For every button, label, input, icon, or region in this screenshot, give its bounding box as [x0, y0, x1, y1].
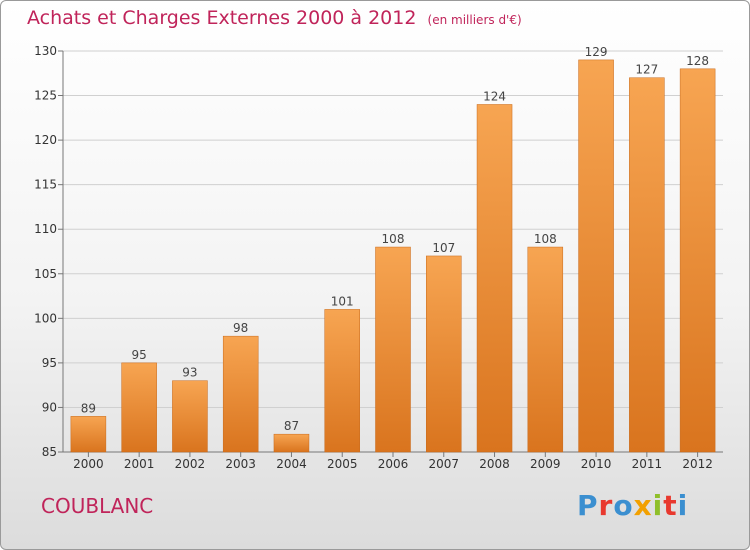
y-tick-label: 130 [34, 44, 57, 58]
x-tick-label: 2004 [276, 457, 307, 471]
y-tick-label: 90 [42, 400, 57, 414]
bar-2006 [375, 246, 411, 453]
x-tick-label: 2005 [327, 457, 358, 471]
bar-2011 [629, 77, 665, 453]
proxiti-logo[interactable]: Proxiti [577, 489, 688, 522]
bar-value-label: 128 [686, 54, 709, 68]
x-tick-label: 2007 [428, 457, 459, 471]
logo-letter: P [577, 489, 599, 522]
y-tick-label: 110 [34, 222, 57, 236]
bar-2009 [527, 246, 564, 453]
logo-letter: i [677, 489, 689, 522]
bar-value-label: 93 [182, 366, 197, 380]
bar-value-label: 108 [382, 232, 405, 246]
y-tick-label: 120 [34, 133, 57, 147]
bar-value-label: 89 [81, 401, 96, 415]
logo-letter: t [663, 489, 678, 522]
x-tick-label: 2000 [73, 457, 104, 471]
bar-value-label: 101 [331, 294, 354, 308]
bar-2004 [273, 433, 310, 453]
y-tick-label: 115 [34, 178, 57, 192]
chart-title-unit: (en milliers d'€) [427, 13, 522, 27]
bar-2003 [222, 335, 259, 453]
x-tick-label: 2006 [378, 457, 409, 471]
bar-2002 [172, 380, 208, 453]
y-tick-label: 100 [34, 311, 57, 325]
logo-letter: i [652, 489, 664, 522]
bar-2001 [121, 362, 157, 453]
commune-label: COUBLANC [41, 494, 154, 518]
logo-letter: r [598, 489, 614, 522]
bar-value-label: 98 [233, 321, 248, 335]
bar-2012 [679, 68, 716, 453]
bar-value-label: 108 [534, 232, 557, 246]
logo-letter: o [613, 489, 634, 522]
x-tick-label: 2002 [175, 457, 206, 471]
y-tick-label: 125 [34, 89, 57, 103]
x-tick-label: 2001 [124, 457, 155, 471]
bar-value-label: 129 [585, 45, 608, 59]
x-tick-label: 2012 [682, 457, 713, 471]
x-tick-label: 2010 [581, 457, 612, 471]
x-tick-label: 2008 [479, 457, 510, 471]
bar-value-label: 95 [132, 348, 147, 362]
chart-title: Achats et Charges Externes 2000 à 2012 (… [27, 7, 522, 29]
x-tick-label: 2011 [632, 457, 663, 471]
bar-value-label: 127 [635, 63, 658, 77]
x-tick-label: 2003 [225, 457, 256, 471]
bar-2000 [70, 416, 107, 453]
y-tick-label: 85 [42, 445, 57, 459]
bar-2007 [426, 255, 462, 453]
chart-title-main: Achats et Charges Externes 2000 à 2012 [27, 7, 417, 29]
bar-2008 [476, 104, 513, 453]
y-tick-label: 95 [42, 356, 57, 370]
bar-2005 [324, 309, 360, 453]
bar-value-label: 124 [483, 89, 506, 103]
bar-value-label: 107 [432, 241, 455, 255]
bar-2010 [578, 59, 614, 453]
y-tick-label: 105 [34, 267, 57, 281]
logo-letter: x [633, 489, 653, 522]
bar-value-label: 87 [284, 419, 299, 433]
x-tick-label: 2009 [530, 457, 561, 471]
